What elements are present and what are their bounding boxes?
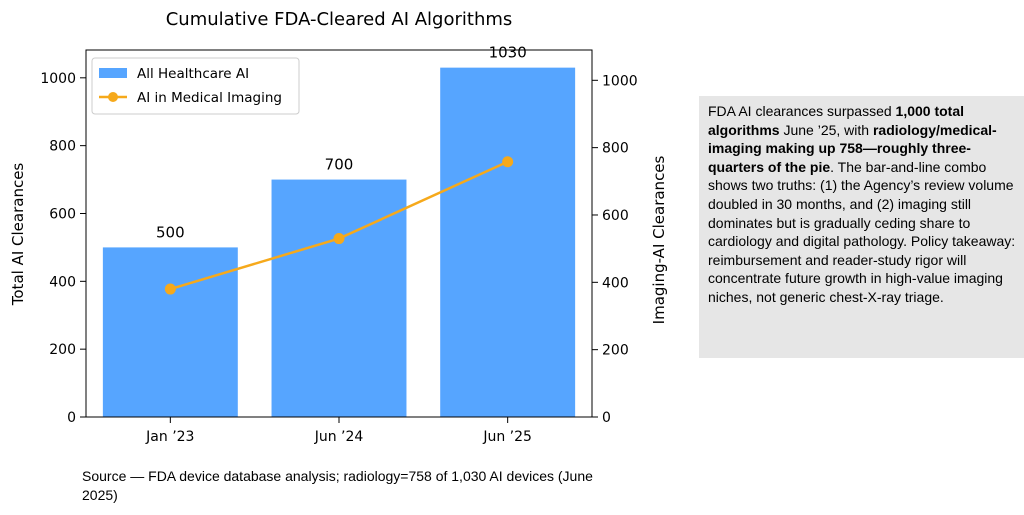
imaging-point-3	[502, 156, 514, 168]
chart-title: Cumulative FDA-Cleared AI Algorithms	[166, 9, 513, 30]
bar-value-label-2: 700	[325, 156, 354, 174]
y-tick-label-600: 600	[49, 206, 76, 222]
bar-value-label-3: 1030	[489, 44, 527, 62]
y-tick-label-400: 400	[49, 274, 76, 290]
bar-2	[271, 179, 407, 417]
x-tick-label-3: Jun ’25	[482, 429, 532, 445]
x-tick-label-2: Jun ’24	[314, 429, 364, 445]
y2-tick-label-800: 800	[602, 141, 629, 157]
legend-swatch-all-healthcare-ai	[99, 68, 127, 78]
y2-tick-label-1000: 1000	[602, 73, 638, 89]
y2-axis-label: Imaging-AI Clearances	[650, 155, 668, 324]
source-note: Source — FDA device database analysis; r…	[82, 468, 593, 503]
imaging-point-1	[164, 283, 176, 295]
y2-tick-label-200: 200	[602, 343, 629, 359]
y2-tick-label-600: 600	[602, 208, 629, 224]
legend-label-all-healthcare-ai: All Healthcare AI	[137, 66, 249, 82]
y-tick-label-1000: 1000	[40, 71, 76, 87]
y-axis-label: Total AI Clearances	[9, 163, 27, 307]
commentary-text-1: FDA AI clearances surpassed	[708, 103, 896, 119]
chart: Cumulative FDA-Cleared AI Algorithms 500…	[9, 9, 668, 445]
bar-value-label-1: 500	[156, 223, 185, 241]
commentary-bold-2: radiology/medical-imaging making up 758—…	[708, 121, 997, 175]
commentary-bold-1: 1,000 total algorithms	[708, 103, 965, 138]
legend-marker-ai-in-medical-imaging	[108, 92, 118, 102]
y2-tick-label-400: 400	[602, 275, 629, 291]
legend-label-ai-in-medical-imaging: AI in Medical Imaging	[137, 90, 282, 106]
plot-frame	[85, 49, 593, 418]
commentary-text-3: . The bar-and-line combo shows two truth…	[708, 158, 1016, 305]
bar-1	[102, 247, 238, 417]
y2-tick-label-0: 0	[602, 410, 611, 426]
imaging-point-2	[333, 233, 345, 245]
x-tick-label-1: Jan ’23	[145, 429, 194, 445]
commentary-text-2: June ’25, with	[779, 121, 873, 138]
bar-3	[440, 67, 576, 418]
y-tick-label-0: 0	[67, 410, 76, 426]
legend: All Healthcare AI AI in Medical Imaging	[91, 57, 300, 115]
y-tick-label-200: 200	[49, 342, 76, 358]
commentary-box: FDA AI clearances surpassed 1,000 total …	[699, 96, 1024, 358]
y-tick-label-800: 800	[49, 139, 76, 155]
